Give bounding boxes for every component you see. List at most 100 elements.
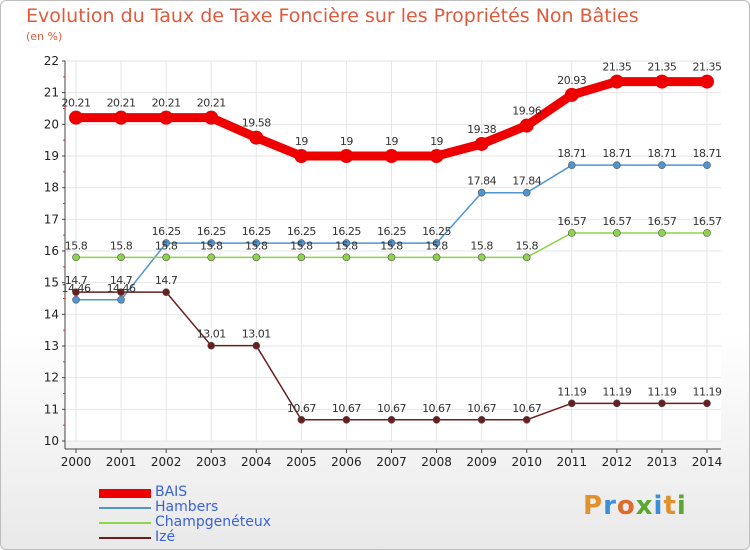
chart-title: Evolution du Taux de Taxe Foncière sur l… (26, 5, 639, 27)
x-tick-label: 2004 (241, 455, 272, 469)
legend-item: Izé (99, 529, 319, 546)
legend-label: BAIS (155, 484, 188, 500)
data-label: 10.67 (422, 402, 451, 415)
logo-letter: i (653, 491, 664, 521)
legend-item: Hambers (99, 499, 319, 516)
series-hambers (72, 161, 711, 304)
data-label: 16.25 (287, 225, 316, 238)
data-point (703, 399, 711, 408)
data-point (658, 229, 666, 237)
data-label: 20.93 (557, 74, 586, 87)
data-point (613, 161, 621, 169)
data-point (207, 253, 216, 262)
x-tick-label: 2006 (331, 455, 362, 469)
legend-label: Champgenéteux (155, 514, 271, 530)
series-bais (69, 74, 714, 163)
data-point (69, 110, 83, 125)
data-label: 18.71 (647, 147, 676, 160)
data-point (522, 188, 531, 197)
logo-letter: t (663, 491, 677, 521)
series-iz- (72, 288, 711, 424)
legend-item: BAIS (99, 484, 319, 501)
data-point (474, 136, 489, 151)
data-point (519, 118, 534, 133)
data-point (429, 149, 444, 163)
x-tick-label: 2003 (196, 455, 227, 469)
data-point (432, 415, 441, 424)
data-point (252, 253, 261, 262)
data-point (117, 295, 125, 304)
data-label: 16.25 (197, 225, 226, 238)
x-tick-label: 2012 (602, 455, 633, 469)
data-point (162, 239, 170, 247)
data-label: 16.25 (422, 225, 451, 238)
data-label: 19.58 (242, 117, 271, 130)
data-label: 17.84 (467, 175, 496, 188)
data-label: 16.25 (242, 225, 271, 238)
data-point (72, 253, 80, 262)
y-tick-label: 10 (44, 434, 59, 448)
data-label: 18.71 (557, 147, 586, 160)
data-point (432, 253, 441, 262)
data-label: 18.71 (693, 147, 722, 160)
data-point (658, 161, 666, 169)
data-point (117, 288, 125, 296)
data-label: 14.7 (65, 274, 88, 287)
data-label: 20.21 (197, 97, 226, 110)
data-label: 16.25 (152, 225, 181, 238)
data-label: 20.21 (62, 97, 91, 110)
data-label: 15.8 (380, 239, 403, 252)
data-point (162, 253, 170, 262)
data-point (297, 415, 306, 424)
data-point (567, 399, 576, 408)
x-tick-label: 2013 (647, 455, 678, 469)
data-label: 16.57 (602, 215, 631, 228)
data-point (658, 399, 666, 408)
data-point (249, 130, 264, 145)
data-label: 16.25 (332, 225, 361, 238)
data-label: 14.46 (107, 282, 136, 295)
data-point (477, 415, 486, 424)
data-label: 16.57 (557, 215, 586, 228)
data-label: 15.8 (65, 239, 88, 252)
y-tick-label: 18 (44, 181, 59, 195)
data-point (342, 253, 351, 262)
data-point (294, 149, 309, 163)
chart-unit-label: (en %) (26, 30, 63, 43)
data-label: 20.21 (152, 97, 181, 110)
data-label: 19.96 (512, 105, 541, 118)
y-tick-label: 22 (44, 54, 59, 68)
x-tick-label: 2005 (286, 455, 317, 469)
data-label: 19 (295, 135, 308, 148)
data-point (387, 253, 396, 262)
data-label: 16.25 (377, 225, 406, 238)
data-point (703, 229, 711, 237)
data-label: 16.57 (693, 215, 722, 228)
data-point (613, 399, 621, 408)
data-label: 15.8 (155, 239, 178, 252)
y-tick-label: 11 (44, 402, 59, 416)
data-point (654, 74, 669, 89)
data-point (159, 110, 174, 125)
data-point (207, 341, 216, 350)
data-label: 21.35 (693, 61, 722, 74)
data-point (207, 239, 216, 247)
data-label: 14.7 (110, 274, 133, 287)
legend-item: Champgenéteux (99, 514, 319, 531)
y-tick-label: 21 (44, 86, 59, 100)
legend-label: Hambers (155, 499, 219, 515)
legend-label: Izé (155, 529, 176, 545)
data-label: 11.19 (602, 385, 631, 398)
data-point (564, 87, 579, 102)
x-tick-label: 2014 (692, 455, 723, 469)
data-point (703, 161, 711, 169)
data-point (204, 110, 219, 125)
data-label: 11.19 (557, 385, 586, 398)
data-point (384, 149, 399, 163)
logo-letter: o (616, 491, 636, 521)
data-point (477, 188, 486, 197)
x-tick-label: 2007 (376, 455, 407, 469)
data-label: 10.67 (512, 402, 541, 415)
series-champgen-teux (72, 229, 711, 262)
